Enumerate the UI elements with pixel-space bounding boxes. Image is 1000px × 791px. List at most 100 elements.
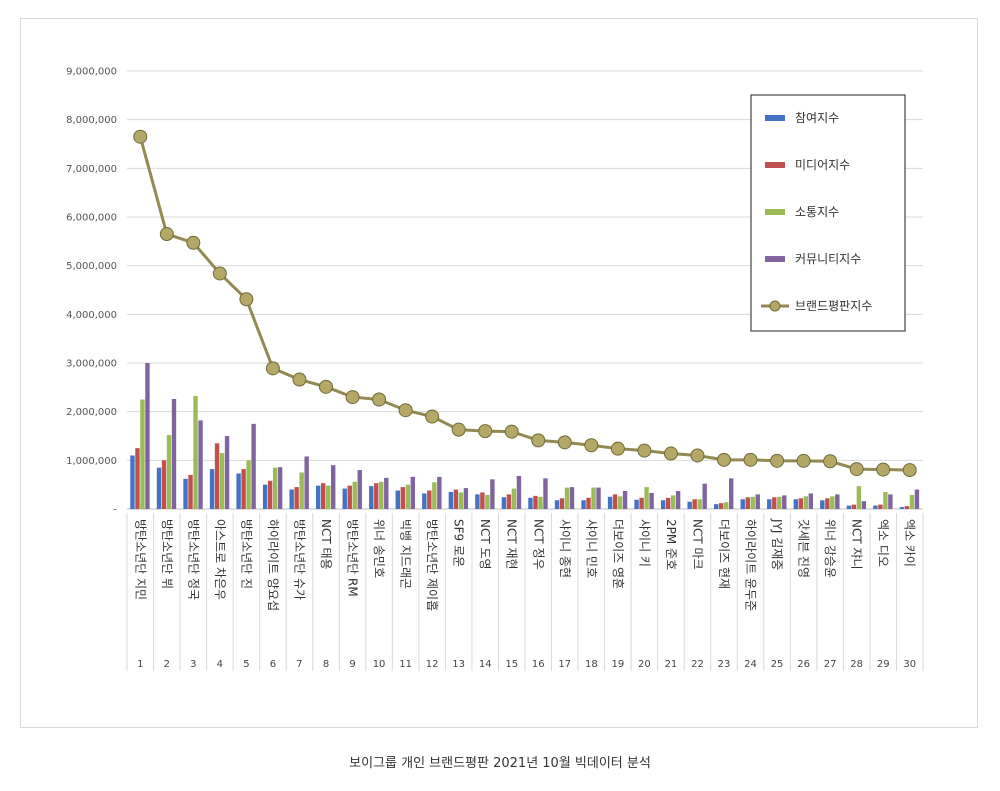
bar (861, 501, 867, 509)
bar (506, 494, 512, 509)
rank-label: 29 (877, 659, 890, 670)
bar (214, 443, 220, 509)
line-point (717, 452, 731, 467)
y-tick-label: 7,000,000 (66, 164, 117, 175)
category-label: 방탄소년단 슈가 (292, 519, 306, 600)
line-point (823, 454, 838, 469)
bar (422, 493, 427, 509)
bar (262, 484, 268, 509)
rank-label: 8 (323, 659, 329, 670)
bar (591, 487, 596, 509)
line-point (557, 435, 572, 450)
category-label: 위너 강승윤 (823, 519, 837, 578)
bar (803, 496, 808, 509)
legend-label: 소통지수 (795, 205, 839, 219)
legend-swatch (765, 162, 785, 168)
bar (644, 487, 649, 509)
category-label: NCT 태용 (319, 519, 333, 570)
bar (660, 500, 666, 509)
category-label: 더보이즈 영훈 (611, 519, 625, 589)
rank-label: 24 (744, 659, 757, 670)
line-point (425, 409, 440, 424)
bar (379, 481, 384, 509)
line-point (319, 379, 333, 394)
bar (729, 478, 734, 509)
y-tick-label: - (113, 505, 117, 516)
bar (198, 420, 203, 509)
bar (427, 490, 432, 509)
line-point (637, 443, 652, 458)
rank-label: 2 (164, 659, 170, 670)
category-label: 엑소 디오 (876, 519, 890, 567)
legend-swatch-marker (769, 300, 781, 312)
line-point (770, 453, 785, 468)
rank-label: 13 (452, 659, 465, 670)
bar (384, 477, 389, 509)
bar (326, 485, 331, 509)
bar (299, 472, 304, 509)
bar (395, 490, 400, 509)
bar (219, 453, 225, 509)
category-label: 방탄소년단 지민 (133, 519, 147, 600)
line-point (663, 446, 678, 461)
line-point (372, 392, 387, 407)
legend-swatch (765, 115, 785, 121)
bar (533, 495, 538, 509)
bar (352, 481, 357, 509)
line-point (159, 227, 174, 242)
bar (846, 505, 852, 509)
category-label: 샤이니 키 (637, 519, 651, 567)
line-point (849, 462, 864, 477)
bar (400, 487, 405, 509)
bar (485, 494, 490, 509)
rank-label: 28 (850, 659, 863, 670)
rank-label: 4 (217, 659, 223, 670)
rank-label: 15 (505, 659, 518, 670)
y-tick-label: 9,000,000 (66, 67, 117, 78)
bar (767, 499, 772, 509)
bar (702, 483, 707, 509)
bar (304, 456, 309, 509)
category-label: 방탄소년단 뷔 (160, 519, 174, 589)
bar (586, 497, 591, 509)
legend-label: 커뮤니티지수 (795, 252, 861, 266)
bar (236, 473, 241, 509)
bar (528, 497, 533, 509)
rank-label: 9 (349, 659, 355, 670)
rank-label: 12 (426, 659, 439, 670)
rank-label: 14 (479, 659, 492, 670)
category-label: SF9 로운 (452, 519, 466, 567)
bar (724, 502, 729, 509)
line-point (902, 463, 917, 478)
bar (820, 500, 825, 509)
bar (559, 498, 565, 509)
rank-label: 22 (691, 659, 704, 670)
bar (883, 491, 888, 509)
bar (622, 490, 628, 509)
bar (777, 496, 782, 509)
bar (745, 497, 750, 509)
line-point (398, 403, 413, 418)
line-point (743, 452, 758, 467)
bar (856, 486, 862, 509)
bar (480, 492, 485, 509)
category-label: 빅뱅 지드래곤 (399, 519, 413, 589)
rank-label: 18 (585, 659, 598, 670)
bar (193, 396, 198, 509)
line-point (531, 433, 546, 448)
category-label: NCT 도영 (478, 519, 492, 570)
bar (516, 475, 522, 509)
bar (569, 487, 575, 509)
bar (697, 499, 702, 509)
bar (538, 496, 543, 509)
bar (634, 499, 639, 509)
category-label: 위너 송민호 (372, 519, 386, 578)
y-tick-label: 4,000,000 (66, 310, 117, 321)
legend-swatch (765, 209, 785, 215)
bar (501, 497, 507, 509)
bar (665, 497, 671, 509)
bar (166, 435, 172, 509)
chart-frame: - 1,000,000 2,000,000 3,000,000 4,000,000 5,0… (20, 18, 978, 728)
line-point (212, 266, 227, 281)
bar (224, 436, 230, 509)
